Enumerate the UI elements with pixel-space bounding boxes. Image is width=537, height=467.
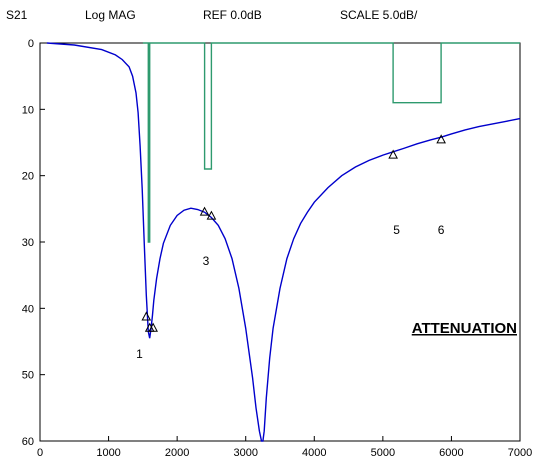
y-tick-label: 30 [22, 237, 34, 249]
marker-triangle [206, 210, 217, 220]
x-tick-label: 3000 [233, 447, 257, 459]
y-tick-label: 20 [22, 171, 34, 183]
marker-triangle [141, 311, 152, 321]
format-label: Log MAG [85, 8, 136, 22]
x-tick-label: 4000 [302, 447, 326, 459]
marker-number-label: 3 [203, 254, 210, 268]
marker-number-label: 1 [136, 347, 143, 361]
annotation-group: 1 3 5 6 [136, 223, 445, 361]
y-tick-label: 40 [22, 303, 34, 315]
x-axis: 0 1000 2000 3000 4000 5000 6000 7000 [37, 436, 532, 459]
y-tick-label: 60 [22, 436, 34, 448]
x-tick-label: 5000 [371, 447, 395, 459]
x-tick-label: 0 [37, 447, 43, 459]
marker-triangle [199, 206, 210, 216]
plot-area [39, 42, 521, 442]
x-tick-label: 6000 [439, 447, 463, 459]
marker-number-label: 6 [438, 223, 445, 237]
marker-triangle [436, 134, 446, 144]
y-tick-label: 10 [22, 104, 34, 116]
response-curve [46, 42, 521, 442]
marker-number-label: 5 [393, 223, 400, 237]
series-group [46, 42, 521, 442]
marker-triangle [148, 322, 158, 332]
trace-label: S21 [6, 8, 28, 22]
scale-label: SCALE 5.0dB/ [340, 8, 418, 22]
x-tick-label: 1000 [96, 447, 120, 459]
x-tick-label: 2000 [165, 447, 189, 459]
x-tick-label: 7000 [508, 447, 532, 459]
chart-header: S21 Log MAG REF 0.0dB SCALE 5.0dB/ [6, 8, 418, 22]
attenuation-label: ATTENUATION [412, 320, 517, 337]
marker-triangle [388, 149, 398, 159]
marker-group [141, 134, 446, 332]
y-axis: 0 10 20 30 40 50 60 [22, 38, 45, 448]
spec-mask-line [142, 42, 520, 243]
ref-label: REF 0.0dB [203, 8, 262, 22]
y-tick-label: 0 [28, 38, 34, 50]
y-tick-label: 50 [22, 370, 34, 382]
